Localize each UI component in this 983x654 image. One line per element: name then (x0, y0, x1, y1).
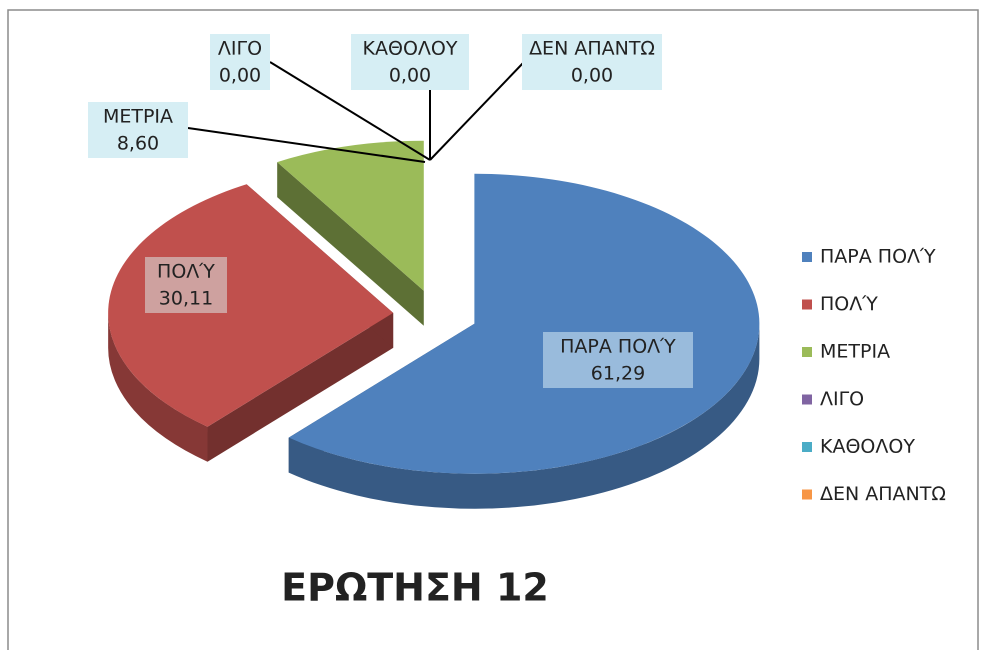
leader-line (187, 127, 426, 163)
slice-side (277, 162, 424, 326)
legend-swatch (802, 489, 812, 500)
legend-label: ΠΑΡΑ ΠΟΛΎ (820, 246, 936, 268)
legend-swatch (802, 394, 812, 405)
data-label-value: 8,60 (117, 133, 159, 155)
data-label-box (88, 102, 188, 158)
legend-label: ΠΟΛΎ (820, 293, 878, 315)
slice-side (207, 312, 394, 462)
data-label-value: 0,00 (571, 65, 613, 87)
data-label-name: ΚΑΘΟΛΟΥ (363, 38, 458, 60)
data-label-value: 30,11 (159, 288, 213, 310)
slice-side (108, 312, 208, 462)
data-label-value: 61,29 (591, 363, 645, 385)
data-label-box (522, 34, 662, 90)
data-label-name: ΠΑΡΑ ΠΟΛΎ (560, 336, 676, 358)
legend-swatch (802, 442, 812, 452)
data-label-box (145, 257, 227, 313)
data-label-name: ΜΕΤΡΙΑ (103, 106, 173, 128)
data-label-box (210, 34, 270, 90)
legend-label: ΛΙΓΟ (820, 388, 864, 410)
data-label-name: ΠΟΛΎ (157, 261, 215, 283)
legend-swatch (802, 299, 812, 310)
legend-label: ΔΕΝ ΑΠΑΝΤΩ (820, 483, 946, 505)
data-label-value: 0,00 (219, 65, 261, 87)
slice (108, 184, 394, 427)
legend-label: ΚΑΘΟΛΟΥ (820, 436, 915, 458)
data-label-name: ΔΕΝ ΑΠΑΝΤΩ (529, 38, 655, 60)
data-label-box (543, 332, 693, 388)
leader-line (269, 61, 431, 161)
slice (277, 140, 424, 291)
chart-title: ΕΡΩΤΗΣΗ 12 (281, 566, 549, 610)
data-label-value: 0,00 (389, 65, 431, 87)
legend-swatch (802, 347, 812, 357)
data-label-box (351, 34, 469, 90)
data-label-name: ΛΙΓΟ (218, 38, 262, 60)
legend-label: ΜΕΤΡΙΑ (820, 341, 890, 363)
slice (288, 173, 760, 474)
leader-line (429, 61, 525, 161)
slice-side (288, 323, 760, 509)
legend-swatch (802, 252, 812, 262)
pie (108, 140, 760, 509)
